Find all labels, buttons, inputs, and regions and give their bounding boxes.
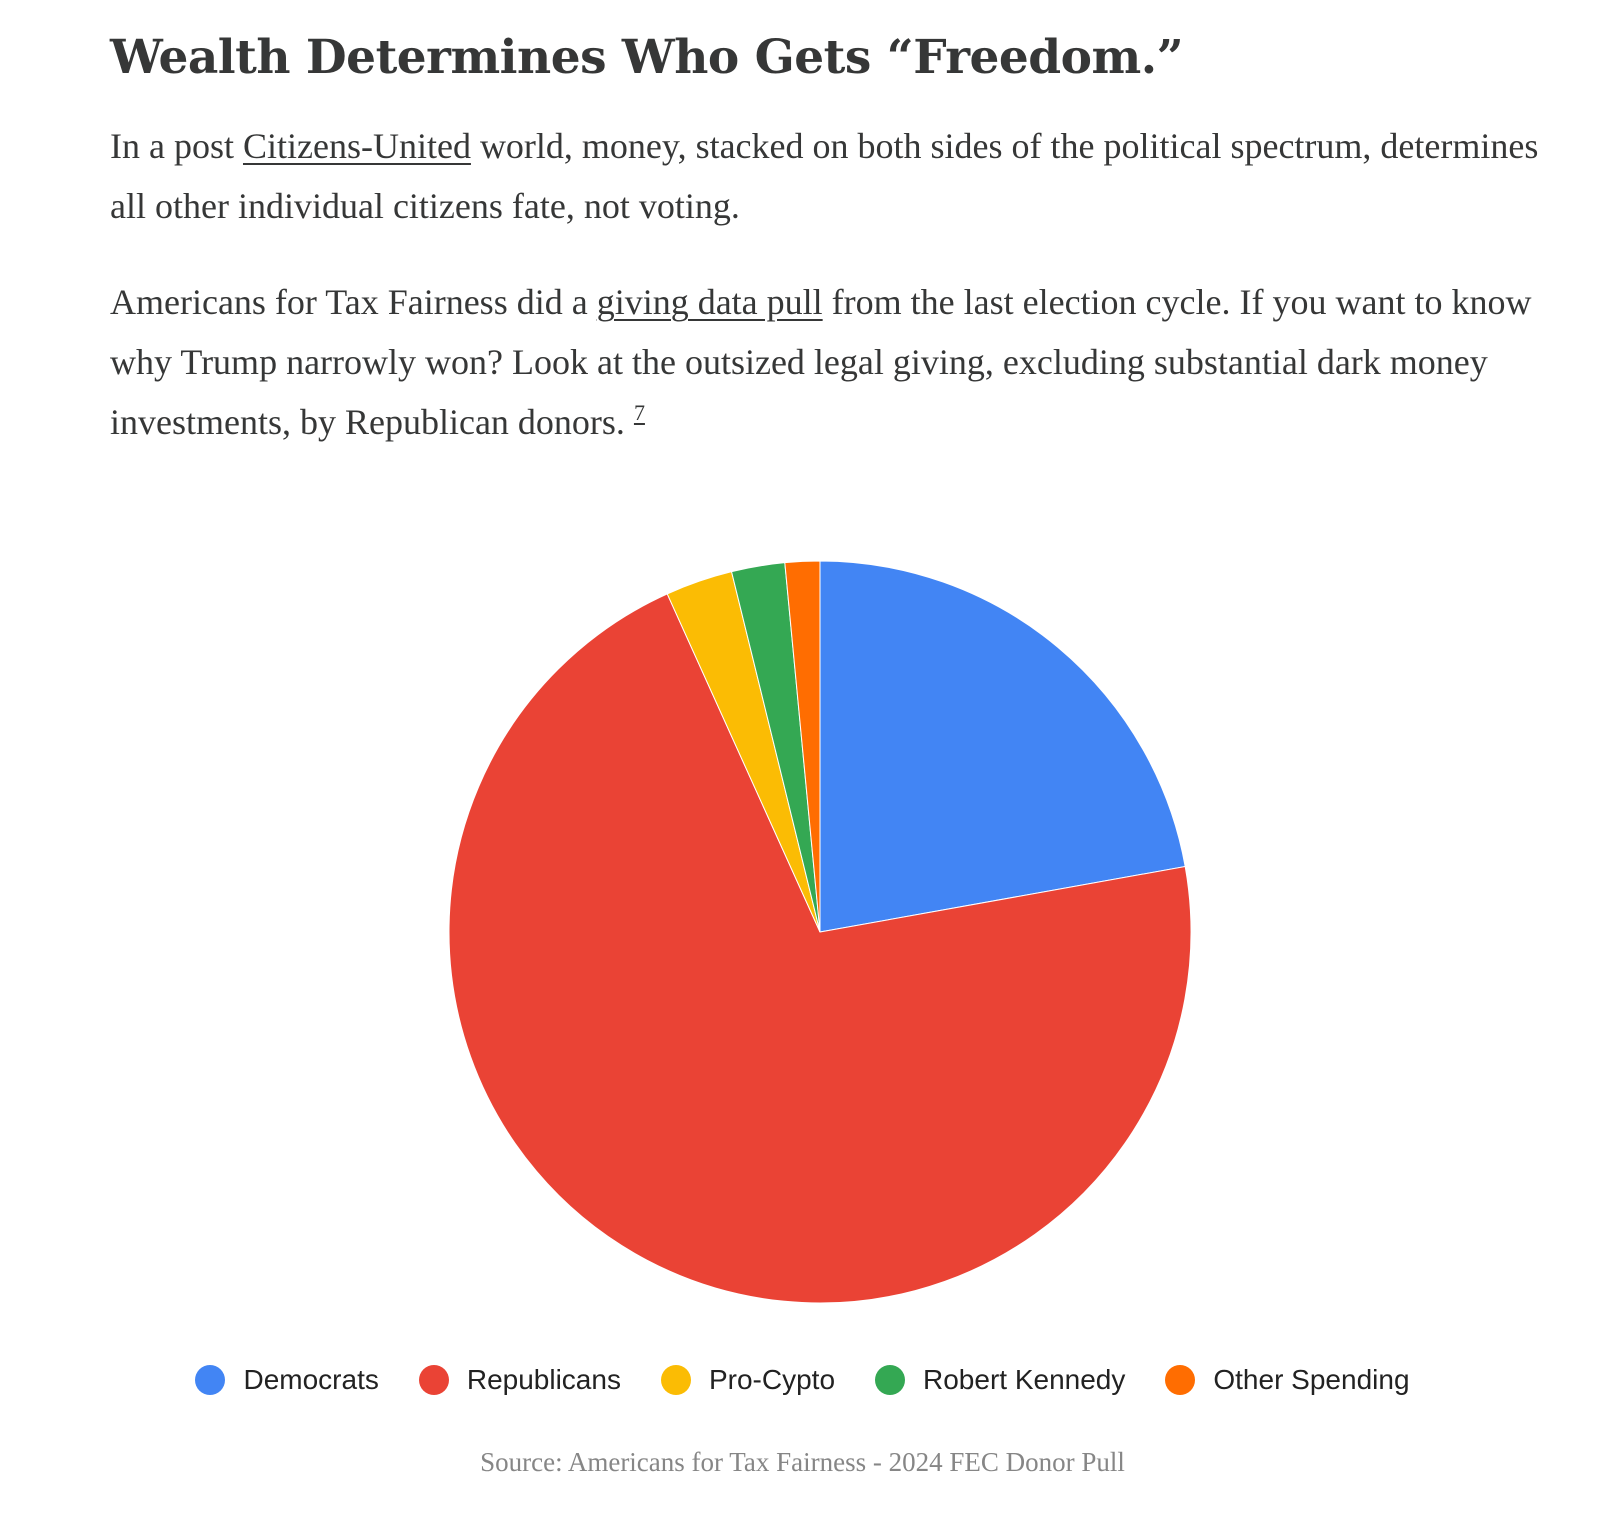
legend-swatch xyxy=(195,1365,226,1395)
pie-slice-republicans xyxy=(448,593,1192,1304)
legend-item-republicans: Republicans xyxy=(418,1364,621,1396)
paragraph-1-text-end: world, money, stacked on both sides of t… xyxy=(110,126,1539,227)
paragraph-2: Americans for Tax Fairness did a giving … xyxy=(110,272,1550,452)
legend-label: Robert Kennedy xyxy=(923,1364,1126,1395)
legend-item-democrats: Democrats xyxy=(195,1364,379,1396)
legend-item-pro-cypto: Pro-Cypto xyxy=(660,1364,836,1396)
legend-swatch xyxy=(875,1365,906,1395)
legend-swatch xyxy=(660,1365,691,1395)
headline: Wealth Determines Who Gets “Freedom.” xyxy=(110,30,1184,85)
paragraph-2-text-start: Americans for Tax Fairness did a xyxy=(110,282,597,323)
article: Wealth Determines Who Gets “Freedom.” In… xyxy=(110,30,1550,488)
pie-chart xyxy=(448,560,1192,1304)
pie-slice-other-spending xyxy=(784,560,821,933)
footnote-link[interactable]: 7 xyxy=(633,400,645,426)
giving-data-pull-link[interactable]: giving data pull xyxy=(596,282,823,323)
citizens-united-link[interactable]: Citizens-United xyxy=(242,126,471,167)
legend-label: Other Spending xyxy=(1213,1364,1410,1395)
legend-label: Democrats xyxy=(243,1364,379,1395)
pie-slice-democrats xyxy=(819,560,1186,933)
legend-swatch xyxy=(418,1365,449,1395)
footnote-ref: 7 xyxy=(634,400,645,425)
legend-label: Pro-Cypto xyxy=(708,1364,836,1395)
legend-swatch xyxy=(1165,1365,1196,1395)
legend-item-other-spending: Other Spending xyxy=(1165,1364,1410,1396)
chart-legend: Democrats Republicans Pro-Cypto Robert Kenn… xyxy=(0,1364,1605,1396)
paragraph-2-text-end: from the last election cycle. If you wan… xyxy=(110,282,1532,443)
paragraph-1-text-start: In a post xyxy=(110,126,243,167)
legend-label: Republicans xyxy=(466,1364,621,1395)
legend-item-robert-kennedy: Robert Kennedy xyxy=(875,1364,1125,1396)
paragraph-1: In a post Citizens-United world, money, … xyxy=(110,116,1550,236)
chart-caption: Source: Americans for Tax Fairness - 202… xyxy=(480,1447,1125,1477)
